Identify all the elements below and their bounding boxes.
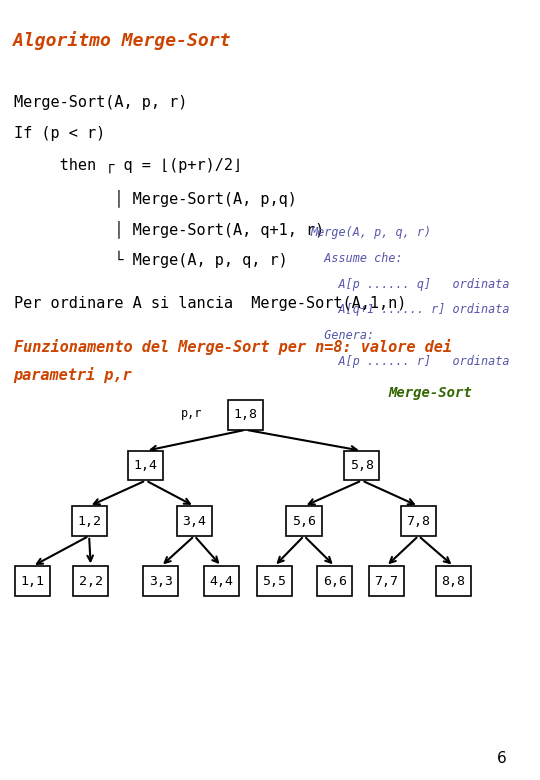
Text: 1,8: 1,8 [234,409,258,421]
Text: A[q+1 ...... r] ordinata: A[q+1 ...... r] ordinata [310,303,510,317]
Text: 7,7: 7,7 [374,575,398,587]
Text: If (p < r): If (p < r) [14,126,105,141]
FancyBboxPatch shape [257,566,292,596]
Text: 1,1: 1,1 [21,575,44,587]
Text: 3,4: 3,4 [183,515,206,527]
Text: Funzionamento del Merge-Sort per n=8: valore dei: Funzionamento del Merge-Sort per n=8: va… [14,339,451,356]
Text: parametri p,r: parametri p,r [14,367,132,383]
Text: Algoritmo Merge-Sort: Algoritmo Merge-Sort [14,31,231,50]
FancyBboxPatch shape [129,451,163,480]
FancyBboxPatch shape [177,506,212,536]
FancyBboxPatch shape [15,566,50,596]
Text: 5,8: 5,8 [350,459,374,472]
FancyBboxPatch shape [71,506,107,536]
Text: Merge-Sort(A, p, r): Merge-Sort(A, p, r) [14,95,187,110]
Text: 1,4: 1,4 [134,459,158,472]
FancyBboxPatch shape [204,566,239,596]
Text: 1,2: 1,2 [77,515,101,527]
Text: A[p ...... q]   ordinata: A[p ...... q] ordinata [310,278,510,291]
Text: Merge-Sort: Merge-Sort [389,386,472,400]
FancyBboxPatch shape [368,566,404,596]
Text: Merge(A, p, q, r): Merge(A, p, q, r) [310,226,431,239]
FancyBboxPatch shape [286,506,321,536]
Text: 2,2: 2,2 [79,575,103,587]
Text: 3,3: 3,3 [149,575,173,587]
Text: Genera:: Genera: [310,329,375,342]
Text: Assume che:: Assume che: [310,252,403,265]
Text: Per ordinare A si lancia  Merge-Sort(A,1,n): Per ordinare A si lancia Merge-Sort(A,1,… [14,296,406,311]
Text: A[p ...... r]   ordinata: A[p ...... r] ordinata [310,355,510,368]
Text: 8,8: 8,8 [442,575,465,587]
Text: │ Merge-Sort(A, q+1, r): │ Merge-Sort(A, q+1, r) [14,220,324,238]
Text: p,r: p,r [181,407,202,420]
Text: │ Merge-Sort(A, p,q): │ Merge-Sort(A, p,q) [14,189,296,207]
Text: 5,5: 5,5 [262,575,286,587]
FancyBboxPatch shape [73,566,109,596]
FancyBboxPatch shape [345,451,380,480]
Text: └ Merge(A, p, q, r): └ Merge(A, p, q, r) [14,251,287,268]
FancyBboxPatch shape [401,506,436,536]
Text: 4,4: 4,4 [210,575,233,587]
Text: 7,8: 7,8 [407,515,430,527]
Text: 6,6: 6,6 [323,575,347,587]
Text: then ┌ q = ⌊(p+r)/2⌋: then ┌ q = ⌊(p+r)/2⌋ [14,158,241,173]
Text: 5,6: 5,6 [292,515,316,527]
FancyBboxPatch shape [318,566,353,596]
FancyBboxPatch shape [143,566,178,596]
FancyBboxPatch shape [436,566,471,596]
Text: 6: 6 [497,751,507,766]
FancyBboxPatch shape [228,400,264,430]
